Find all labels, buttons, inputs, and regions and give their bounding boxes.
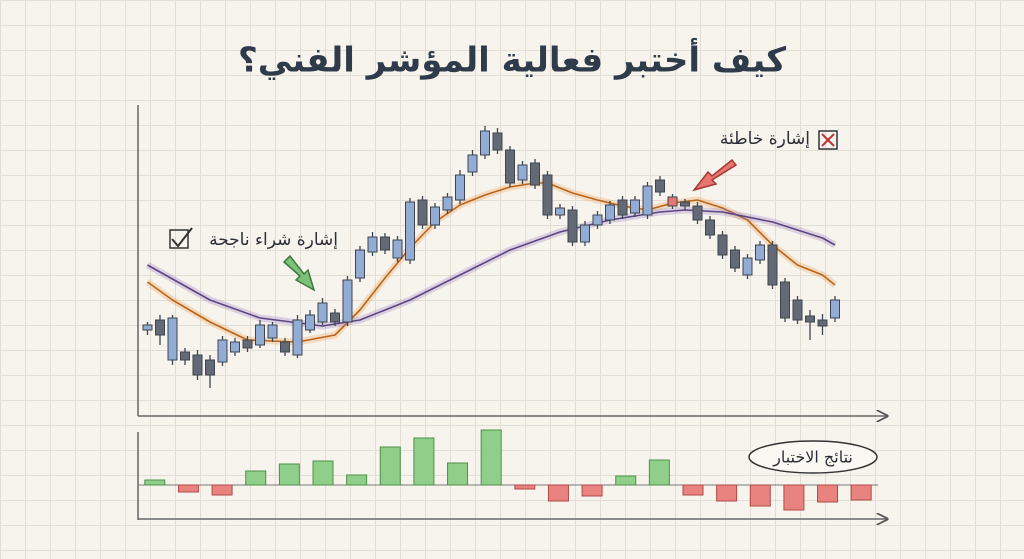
- candle-body: [430, 206, 440, 226]
- candle-body: [217, 339, 228, 363]
- candle-body: [255, 324, 265, 346]
- candle-body: [280, 341, 290, 353]
- false-arrow: [692, 158, 738, 192]
- candle-body: [417, 199, 428, 226]
- results-plot: [138, 429, 878, 511]
- bar: [312, 460, 334, 486]
- bar: [817, 484, 839, 503]
- chart-title: كيف أختبر فعالية المؤشر الفني؟: [238, 38, 786, 81]
- candle-body: [380, 236, 390, 251]
- candle-body: [142, 324, 153, 331]
- candle-body: [242, 339, 253, 349]
- annotation: إشارة خاطئة: [720, 129, 810, 149]
- results-label: نتائج الاختبار: [772, 448, 853, 468]
- candle-body: [405, 201, 415, 261]
- candle-body: [667, 196, 678, 207]
- candle-body: [492, 132, 503, 151]
- candle-body: [480, 130, 490, 156]
- candle-body: [592, 214, 603, 226]
- candle-body: [630, 199, 640, 214]
- candle-body: [580, 224, 590, 243]
- candle-body: [542, 174, 553, 216]
- candle-body: [155, 319, 165, 336]
- candle-body: [267, 324, 278, 339]
- candle-body: [305, 314, 315, 331]
- candle-body: [792, 299, 803, 321]
- candle-body: [830, 299, 840, 319]
- bar: [682, 484, 704, 496]
- candle-body: [205, 359, 215, 376]
- candle-body: [805, 315, 815, 323]
- bar: [581, 484, 603, 497]
- candle-body: [355, 249, 365, 279]
- candle-body: [767, 244, 778, 286]
- candle-body: [455, 174, 465, 201]
- buy-arrow: [282, 254, 316, 292]
- candle-body: [317, 302, 328, 323]
- candle-body: [467, 154, 478, 173]
- candle-body: [392, 239, 403, 259]
- bar: [615, 475, 637, 486]
- bar: [278, 463, 300, 486]
- candle-body: [342, 279, 353, 323]
- candle-body: [567, 209, 578, 243]
- candle-body: [292, 319, 303, 356]
- bar: [850, 484, 872, 501]
- bar: [413, 437, 435, 486]
- candle-body: [192, 354, 203, 376]
- bar: [480, 429, 502, 486]
- bar: [346, 474, 368, 486]
- bar: [783, 484, 805, 511]
- candle-body: [517, 164, 528, 181]
- candle-body: [230, 341, 240, 353]
- bar: [177, 484, 199, 493]
- annotation: إشارة شراء ناجحة: [209, 230, 338, 250]
- candle-body: [617, 199, 628, 216]
- candle-body: [692, 205, 703, 221]
- candle-body: [167, 317, 178, 361]
- x-box: [818, 130, 838, 150]
- candle-body: [680, 201, 690, 207]
- bar: [648, 459, 670, 486]
- candle-body: [180, 351, 190, 361]
- bar: [144, 479, 166, 486]
- candle-body: [730, 249, 740, 269]
- bar: [379, 446, 401, 486]
- moving-average: [147, 209, 836, 327]
- candle-body: [742, 257, 753, 276]
- bar: [211, 484, 233, 496]
- candle-body: [642, 185, 653, 216]
- bar: [447, 462, 469, 486]
- candle-body: [817, 319, 828, 327]
- candle-body: [717, 234, 728, 256]
- candle-body: [605, 204, 615, 221]
- candle-body: [655, 179, 665, 193]
- candle-body: [530, 162, 540, 186]
- price-plot: [142, 126, 840, 388]
- candle-body: [705, 219, 715, 236]
- candle-body: [755, 244, 765, 261]
- bar: [245, 470, 267, 486]
- check-icon: [171, 227, 193, 248]
- bar: [547, 484, 569, 502]
- candle-body: [780, 281, 790, 319]
- candle-body: [367, 236, 378, 253]
- label-ellipse: [748, 440, 878, 474]
- candle-body: [505, 149, 515, 184]
- check-box: [169, 229, 189, 249]
- candle-body: [330, 312, 340, 323]
- candle-body: [555, 207, 565, 216]
- x-icon: [821, 133, 835, 147]
- candle-body: [442, 196, 453, 211]
- bar: [514, 484, 536, 490]
- bar: [716, 484, 738, 502]
- bar: [749, 484, 771, 507]
